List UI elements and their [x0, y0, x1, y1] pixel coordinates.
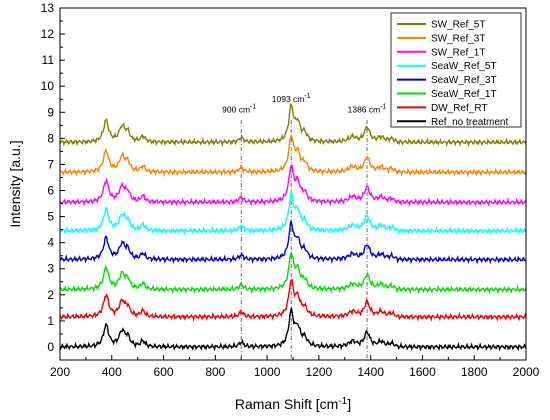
reference-label-1093: 1093 cm-1 — [272, 93, 311, 104]
y-tick-label: 11 — [42, 53, 55, 67]
x-tick-label: 2000 — [513, 365, 540, 379]
y-tick-label: 9 — [47, 105, 54, 119]
series-line-seaw-ref-1t — [59, 250, 527, 295]
x-axis-ticks: 200 400 600 800 1000 1200 1400 1600 1800 2000 — [50, 355, 540, 379]
y-tick-label: 2 — [47, 288, 54, 302]
reference-lines — [240, 120, 368, 360]
x-tick-label: 1200 — [306, 365, 333, 379]
y-tick-label: 1 — [47, 314, 54, 328]
reference-label-text: 900 cm — [222, 104, 250, 114]
x-tick-label: 400 — [102, 365, 122, 379]
legend-label: SeaW_Ref_5T — [431, 61, 497, 72]
x-tick-label: 1000 — [254, 365, 281, 379]
x-tick-label: 1400 — [357, 365, 384, 379]
x-tick-label: 800 — [205, 365, 225, 379]
series-line-seaw-ref-5t — [59, 190, 527, 236]
reference-label-text: 1386 cm — [348, 104, 381, 114]
y-tick-label: 4 — [47, 236, 54, 250]
series-line-sw-ref-1t — [59, 164, 527, 207]
series-line-sw-ref-3t — [60, 134, 527, 178]
reference-label-superscript: -1 — [304, 93, 310, 100]
legend-label: SW_Ref_5T — [431, 20, 485, 31]
x-axis-title-end: ] — [347, 396, 351, 412]
x-axis-title-text: Raman Shift [cm — [235, 396, 338, 412]
y-tick-label: 3 — [47, 262, 54, 276]
legend: SW_Ref_5T SW_Ref_3T SW_Ref_1T SeaW_Ref_5T Se… — [390, 12, 522, 128]
legend-label: Ref_no treatment — [431, 117, 508, 128]
y-tick-label: 5 — [47, 210, 54, 224]
legend-label: DW_Ref_RT — [431, 103, 488, 114]
y-tick-label: 0 — [47, 340, 54, 354]
x-tick-label: 200 — [50, 365, 70, 379]
legend-label: SW_Ref_1T — [431, 47, 485, 58]
x-axis-title-superscript: -1 — [338, 396, 347, 407]
y-tick-label: 12 — [41, 27, 55, 41]
x-axis-title: Raman Shift [cm-1] — [235, 396, 351, 412]
reference-label-superscript: -1 — [250, 103, 256, 110]
series-line-sw-ref-5t — [59, 102, 527, 148]
legend-label: SeaW_Ref_1T — [431, 89, 497, 100]
legend-label: SW_Ref_3T — [431, 33, 485, 44]
series-line-seaw-ref-3t — [59, 220, 527, 265]
x-tick-label: 1600 — [409, 365, 436, 379]
series-line-dw-ref-rt — [59, 278, 527, 323]
y-tick-label: 13 — [41, 1, 55, 15]
y-axis-title: Intensity [a.u.] — [7, 140, 23, 227]
series-layer — [59, 102, 527, 352]
x-tick-label: 600 — [154, 365, 174, 379]
y-tick-label: 6 — [47, 184, 54, 198]
reference-label-superscript: -1 — [380, 103, 386, 110]
y-tick-label: 8 — [47, 131, 54, 145]
y-tick-label: 10 — [41, 79, 55, 93]
reference-label-text: 1093 cm — [272, 94, 305, 104]
x-tick-label: 1800 — [461, 365, 488, 379]
reference-label-900: 900 cm-1 — [222, 103, 256, 114]
series-line-ref-no-treatment — [59, 307, 527, 352]
y-tick-label: 7 — [47, 157, 54, 171]
reference-label-1386: 1386 cm-1 — [348, 103, 387, 114]
legend-label: SeaW_Ref_3T — [431, 75, 497, 86]
